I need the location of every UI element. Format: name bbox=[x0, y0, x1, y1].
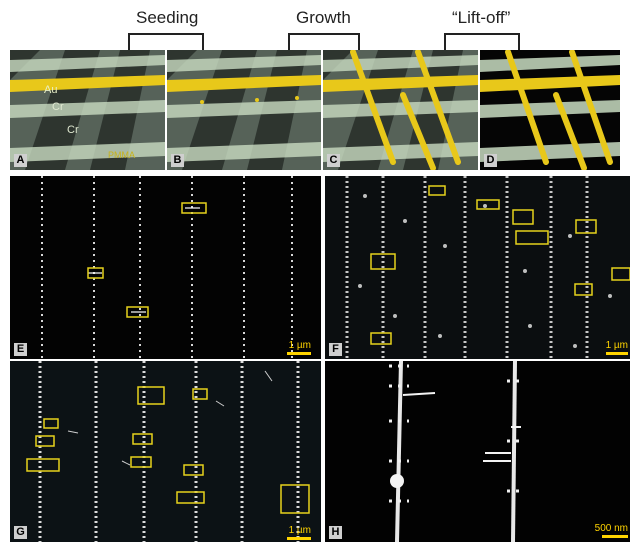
panel-f-sem-image: 1 µm F bbox=[325, 176, 630, 359]
cr-label-bottom: Cr bbox=[67, 124, 79, 136]
seeding-bracket bbox=[128, 33, 204, 53]
panel-g-scale-bar: 1 µm bbox=[287, 525, 311, 540]
growth-header: Growth bbox=[296, 8, 351, 27]
panel-g-sem-image: 1 µm G bbox=[10, 361, 321, 542]
panel-d-liftoff-schematic: D bbox=[480, 50, 620, 170]
panel-f-scale-text: 1 µm bbox=[605, 340, 628, 351]
panel-a-seeding-schematic: Au Cr Cr PMMA A bbox=[10, 50, 165, 170]
panel-f-label: F bbox=[329, 343, 342, 356]
panel-e-scale-bar: 1 µm bbox=[287, 340, 311, 355]
panel-d-label: D bbox=[484, 154, 497, 167]
cr-label-top: Cr bbox=[52, 101, 64, 113]
liftoff-bracket bbox=[444, 33, 520, 53]
panel-c-growth-schematic: C bbox=[323, 50, 478, 170]
panel-c-label: C bbox=[327, 154, 340, 167]
panel-h-scale-bar: 500 nm bbox=[595, 523, 628, 538]
panel-b-label: B bbox=[171, 154, 184, 167]
panel-g-label: G bbox=[14, 526, 27, 539]
panel-f-scale-bar: 1 µm bbox=[606, 340, 628, 355]
panel-h-sem-image: 500 nm H bbox=[325, 361, 630, 542]
panel-e-label: E bbox=[14, 343, 27, 356]
panel-h-label: H bbox=[329, 526, 342, 539]
pmma-label: PMMA bbox=[108, 150, 135, 160]
panel-a-label: A bbox=[14, 154, 27, 167]
growth-bracket bbox=[288, 33, 360, 53]
panel-b-seeding-schematic: B bbox=[167, 50, 321, 170]
au-label: Au bbox=[44, 84, 58, 96]
seeding-header: Seeding bbox=[136, 8, 199, 27]
panel-g-scale-text: 1 µm bbox=[288, 525, 311, 536]
panel-e-scale-text: 1 µm bbox=[288, 340, 311, 351]
panel-e-sem-image: 1 µm E bbox=[10, 176, 321, 359]
panel-h-scale-text: 500 nm bbox=[594, 523, 628, 534]
liftoff-header: “Lift-off” bbox=[452, 8, 511, 27]
